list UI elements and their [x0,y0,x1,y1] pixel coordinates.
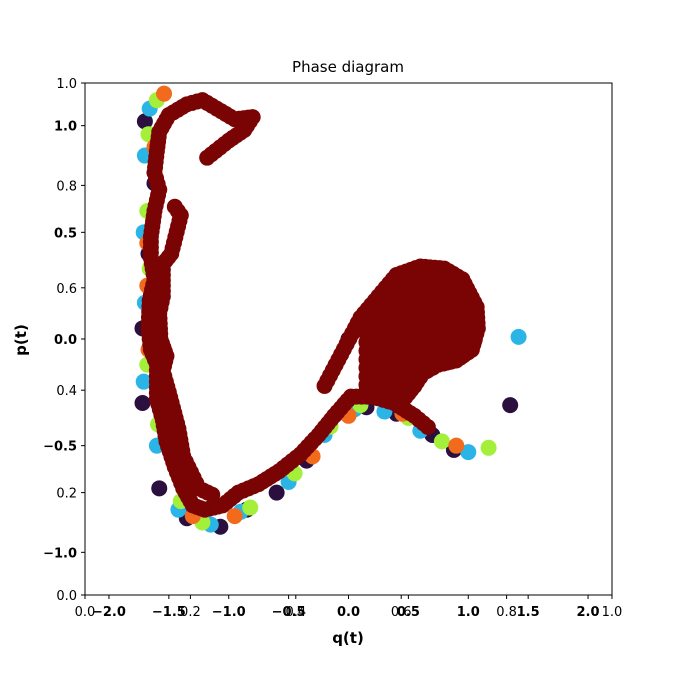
data-point [502,397,519,414]
data-point [136,113,153,130]
y-tick-label: 1.0 [56,77,77,92]
x-tick-label: 0.0 [337,605,360,620]
data-point [156,85,173,102]
x-tick-label: 0.4 [285,605,306,620]
x-tick-label: −2.0 [92,605,126,620]
y-tick-label: 0.8 [56,179,77,194]
data-point [226,508,243,525]
y-tick-label: −0.5 [43,440,77,455]
y-tick-label: 0.6 [56,282,77,297]
x-tick-label: 0.0 [75,605,96,620]
y-tick-label: −1.0 [43,546,77,561]
y-axis-label: p(t) [12,324,30,356]
x-tick-label: 0.2 [180,605,201,620]
data-point [480,439,497,456]
y-tick-label: 1.0 [54,120,77,135]
chart-title: Phase diagram [292,58,404,76]
x-tick-label: 1.5 [517,605,540,620]
x-tick-label: 0.6 [391,605,412,620]
data-point [268,484,285,501]
y-tick-label: 0.5 [54,226,77,241]
x-tick-label: 0.8 [496,605,517,620]
y-tick-label: 0.0 [56,589,77,604]
data-point [433,433,450,450]
scatter-points [134,85,527,535]
x-tick-label: −1.0 [212,605,246,620]
y-tick-label: 0.4 [56,384,77,399]
data-point [466,299,483,315]
data-point [510,328,527,345]
data-point [151,480,168,497]
x-tick-label: 1.0 [602,605,623,620]
axis-ticks: 0.0 0.2 0.4 0.6 0.8 1.0 0.0 0.2 0.4 0.6 0.8 1.0 −2.0… [43,77,622,620]
data-point [242,499,259,516]
data-point [454,271,471,288]
data-point [448,437,465,454]
data-point [204,486,221,503]
data-point [135,373,152,390]
data-point [460,284,477,301]
x-tick-label: 2.0 [577,605,600,620]
x-axis-label: q(t) [332,629,364,647]
data-point [134,395,151,411]
x-tick-label: −1.5 [152,605,186,620]
x-tick-label: 0.5 [397,605,420,620]
x-tick-label: 1.0 [457,605,480,620]
data-point [460,444,477,461]
y-tick-label: 0.0 [54,333,77,348]
y-tick-label: 0.2 [56,487,77,502]
x-tick-label: −0.5 [272,605,306,620]
data-point [419,419,436,435]
